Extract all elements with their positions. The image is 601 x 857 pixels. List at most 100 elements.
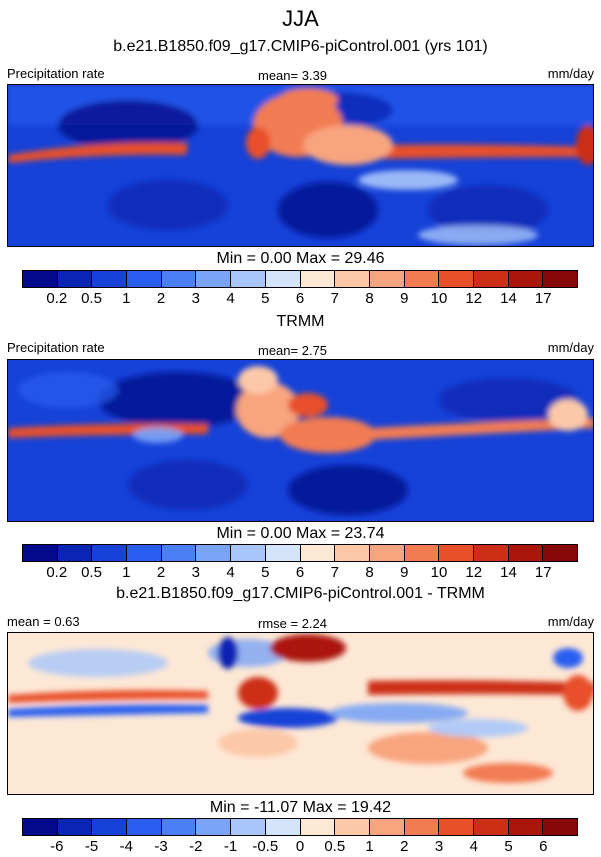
panel3-units-label: mm/day xyxy=(547,614,594,629)
panel1-colorbar-tick-label: 3 xyxy=(191,290,200,307)
panel1-colorbar-tick-label: 8 xyxy=(365,290,374,307)
panel1-colorbar-tick-label: 12 xyxy=(465,290,483,307)
panel3-colorbar-tick-label: -5 xyxy=(84,838,99,855)
panel1-colorbar-swatch xyxy=(92,271,128,287)
panel3-colorbar-ticks: -6 -5 -4 -3 -2 -1 -0.5 0 0.5 1 2 3 4 5 6 xyxy=(22,838,578,856)
panel1-colorbar-swatch xyxy=(300,271,336,287)
panel3-colorbar-swatch xyxy=(300,819,336,835)
panel2-colorbar-tick-label: 1 xyxy=(122,564,131,581)
panel1-colorbar-swatch xyxy=(57,271,93,287)
panel1-colorbar-tick-label: 9 xyxy=(400,290,409,307)
panel2-minmax: Min = 0.00 Max = 23.74 xyxy=(216,525,385,542)
panel1-colorbar-swatch xyxy=(508,271,544,287)
panel2-colorbar-swatch xyxy=(231,545,266,561)
panel2-colorbar-swatch xyxy=(335,545,370,561)
panel3-minmax: Min = -11.07 Max = 19.42 xyxy=(209,799,392,816)
panel3-colorbar-swatch xyxy=(508,819,544,835)
panel1-colorbar-tick-label: 5 xyxy=(261,290,270,307)
panel2-colorbar-swatch xyxy=(196,545,232,561)
panel1-colorbar-swatch xyxy=(335,271,370,287)
panel1-colorbar-tick-label: 6 xyxy=(295,290,305,307)
panel1-colorbar-swatch xyxy=(231,271,266,287)
panel2-colorbar-swatch xyxy=(473,545,509,561)
panel3-colorbar-swatch xyxy=(127,819,162,835)
panel3-colorbar-tick-label: 3 xyxy=(434,838,444,855)
panel2-colorbar-tick-label: 9 xyxy=(400,564,409,581)
panel1-colorbar-tick-label: 10 xyxy=(430,290,448,307)
panel2-colorbar-swatch xyxy=(369,545,405,561)
panel3-colorbar-swatch xyxy=(265,819,301,835)
panel3-rmse-label: rmse = 2.24 xyxy=(258,616,328,631)
panel1-colorbar-swatch xyxy=(473,271,509,287)
panel2-colorbar-swatch xyxy=(439,545,474,561)
panel1-colorbar-tick-label: 0.2 xyxy=(46,290,68,307)
figure-title: JJA xyxy=(282,6,319,31)
panel2-units-label: mm/day xyxy=(547,340,594,355)
panel1-colorbar-swatch xyxy=(196,271,232,287)
panel3-colorbar-tick-label: -1 xyxy=(223,838,238,855)
panel3-colorbar-tick-label: -2 xyxy=(189,838,203,855)
panel2-colorbar-tick-label: 14 xyxy=(500,564,517,581)
panel3-colorbar-tick-label: -4 xyxy=(119,838,133,855)
panel1-colorbar-tick-label: 14 xyxy=(500,290,517,307)
panel1-left-label: Precipitation rate xyxy=(7,66,105,81)
panel3-colorbar-tick-label: 0.5 xyxy=(324,838,346,855)
panel3-colorbar-tick-label: -6 xyxy=(50,838,64,855)
panel1-colorbar-tick-label: 17 xyxy=(534,290,552,307)
panel2-colorbar-swatch xyxy=(543,545,577,561)
panel3-title: b.e21.B1850.f09_g17.CMIP6-piControl.001 … xyxy=(116,585,485,602)
panel1-mean-label: mean= 3.39 xyxy=(258,68,328,83)
panel3-map xyxy=(7,632,594,795)
panel3-mean-label: mean = 0.63 xyxy=(7,614,80,629)
panel1-colorbar-swatch xyxy=(161,271,197,287)
panel2-colorbar-tick-label: 0.2 xyxy=(46,564,68,581)
panel1-colorbar-tick-label: 1 xyxy=(122,290,131,307)
panel3-colorbar-swatch xyxy=(161,819,197,835)
panel1-colorbar xyxy=(22,270,578,288)
panel1-title: b.e21.B1850.f09_g17.CMIP6-piControl.001 … xyxy=(113,38,488,55)
panel3-colorbar xyxy=(22,818,578,836)
panel1-colorbar-swatch xyxy=(543,271,577,287)
panel2-colorbar-tick-label: 12 xyxy=(465,564,483,581)
panel2-colorbar-tick-label: 17 xyxy=(534,564,552,581)
panel2-colorbar xyxy=(22,544,578,562)
panel3-colorbar-swatch xyxy=(57,819,93,835)
panel2-colorbar-ticks: 0.2 0.5 1 2 3 4 5 6 7 8 9 10 12 14 17 xyxy=(22,564,578,582)
panel3-colorbar-swatch xyxy=(335,819,370,835)
panel1-colorbar-tick-label: 0.5 xyxy=(81,290,102,307)
panel3-colorbar-tick-label: 0 xyxy=(295,838,305,855)
panel2-colorbar-swatch xyxy=(508,545,544,561)
panel3-colorbar-swatch xyxy=(439,819,474,835)
panel2-left-label: Precipitation rate xyxy=(7,340,105,355)
panel3-colorbar-swatch xyxy=(196,819,232,835)
panel3-colorbar-tick-label: 5 xyxy=(504,838,513,855)
panel2-colorbar-swatch xyxy=(23,545,58,561)
panel2-colorbar-tick-label: 8 xyxy=(365,564,374,581)
panel2-colorbar-tick-label: 10 xyxy=(430,564,448,581)
panel1-map xyxy=(7,84,594,247)
panel1-colorbar-tick-label: 7 xyxy=(330,290,339,307)
panel2-colorbar-swatch xyxy=(127,545,162,561)
panel3-colorbar-tick-label: 1 xyxy=(365,838,374,855)
panel2-colorbar-swatch xyxy=(265,545,301,561)
panel2-colorbar-tick-label: 2 xyxy=(156,564,166,581)
panel3-colorbar-tick-label: -3 xyxy=(154,838,168,855)
panel3-colorbar-tick-label: 4 xyxy=(469,838,478,855)
panel1-minmax: Min = 0.00 Max = 29.46 xyxy=(216,250,385,267)
panel1-colorbar-swatch xyxy=(439,271,474,287)
panel2-title: TRMM xyxy=(276,313,325,330)
panel1-colorbar-swatch xyxy=(23,271,58,287)
panel3-colorbar-tick-label: -0.5 xyxy=(252,838,279,855)
panel3-colorbar-swatch xyxy=(543,819,577,835)
panel2-mean-label: mean= 2.75 xyxy=(258,343,328,358)
panel1-colorbar-swatch xyxy=(265,271,301,287)
panel1-units-label: mm/day xyxy=(547,66,594,81)
panel3-colorbar-swatch xyxy=(369,819,405,835)
panel2-map xyxy=(7,359,594,522)
panel3-colorbar-tick-label: 2 xyxy=(400,838,409,855)
panel2-colorbar-swatch xyxy=(300,545,336,561)
panel1-colorbar-swatch xyxy=(404,271,440,287)
panel2-colorbar-tick-label: 4 xyxy=(226,564,235,581)
panel1-colorbar-tick-label: 2 xyxy=(156,290,166,307)
panel3-colorbar-swatch xyxy=(404,819,440,835)
